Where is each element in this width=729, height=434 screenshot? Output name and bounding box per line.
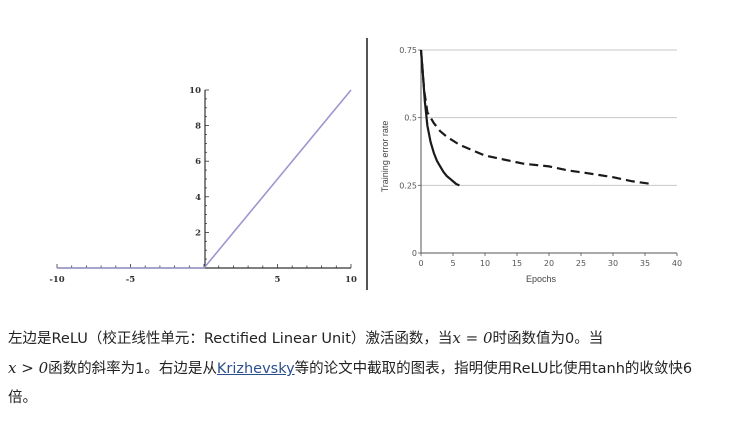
error-x-tick-label: 35 (640, 259, 650, 268)
caption-text-3: 函数的斜率为1。右边是从 (48, 361, 217, 377)
relu-y-tick-label: 4 (195, 193, 201, 203)
caption-text-4: 等的论文中截取的图表，指明使用ReLU比使用tanh的收敛快6倍。 (8, 361, 693, 406)
relu-x-tick-label: -10 (49, 275, 64, 285)
training-error-plot: 0 5 10 15 20 25 30 35 40 0 0.25 0.5 0.75 Epochs Traini… (380, 46, 682, 284)
error-x-tick-label: 30 (608, 259, 618, 268)
error-y-tick-label: 0.75 (399, 46, 417, 55)
relu-y-tick-label: 2 (195, 228, 201, 238)
krizhevsky-link[interactable]: Krizhevsky (216, 361, 295, 377)
error-x-tick-label: 5 (450, 259, 455, 268)
error-y-tick-label: 0.5 (404, 114, 417, 123)
error-x-tick-label: 20 (544, 259, 554, 268)
error-y-tick-label: 0 (412, 249, 417, 258)
relu-x-tick-label: 5 (275, 275, 281, 285)
relu-y-tick-label: 6 (195, 157, 201, 167)
error-y-axis-label: Training error rate (380, 121, 390, 193)
relu-plot: -10 -5 5 10 2 4 6 8 10 (49, 86, 357, 285)
error-x-tick-label: 15 (512, 259, 522, 268)
error-x-axis-label: Epochs (526, 274, 557, 284)
math-x-eq-0: x = 0 (452, 329, 493, 347)
error-series-dashed (419, 49, 652, 186)
error-x-tick-label: 25 (576, 259, 586, 268)
relu-y-tick-label: 8 (195, 122, 201, 132)
relu-line (57, 89, 352, 269)
relu-y-tick-label: 10 (189, 86, 201, 96)
caption-text-2: 时函数值为0。当 (492, 331, 604, 347)
error-y-tick-label: 0.25 (399, 181, 417, 190)
math-x-gt-0: x > 0 (8, 359, 49, 377)
relu-x-tick-label: 10 (345, 275, 357, 285)
error-x-tick-label: 0 (418, 259, 423, 268)
error-x-tick-label: 40 (672, 259, 682, 268)
caption: 左边是ReLU（校正线性单元：Rectified Linear Unit）激活函… (8, 324, 720, 413)
relu-x-tick-label: -5 (126, 275, 136, 285)
error-x-tick-label: 10 (480, 259, 490, 268)
error-series-solid (419, 49, 460, 187)
caption-text-1: 左边是ReLU（校正线性单元：Rectified Linear Unit）激活函… (8, 331, 453, 347)
